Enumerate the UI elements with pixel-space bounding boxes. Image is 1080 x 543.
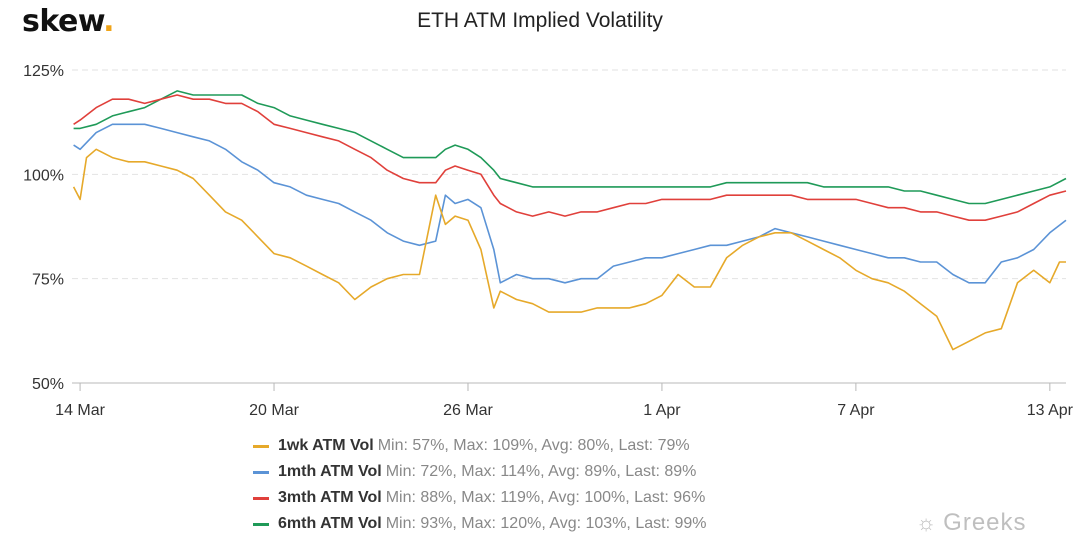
legend-series-name: 6mth ATM Vol (278, 515, 382, 532)
legend-series-stats: Min: 57%, Max: 109%, Avg: 80%, Last: 79% (377, 437, 690, 454)
chart-title: ETH ATM Implied Volatility (417, 9, 663, 32)
legend-item-6mth[interactable]: 6mth ATM Vol Min: 93%, Max: 120%, Avg: 1… (253, 511, 706, 537)
series-line-1wk (72, 148, 1066, 351)
legend-item-1mth[interactable]: 1mth ATM Vol Min: 72%, Max: 114%, Avg: 8… (253, 459, 706, 485)
wechat-icon: ☼ (916, 510, 938, 535)
y-tick-label: 75% (32, 272, 64, 289)
grid-lines (72, 69, 1066, 280)
legend-series-name: 3mth ATM Vol (278, 489, 382, 506)
legend-swatch-3mth (253, 496, 269, 500)
y-tick-label: 125% (23, 63, 64, 80)
series-line-1mth (73, 123, 1067, 284)
legend-item-1wk[interactable]: 1wk ATM Vol Min: 57%, Max: 109%, Avg: 80… (253, 433, 706, 459)
series-lines (72, 90, 1067, 351)
series-line-6mth (73, 90, 1067, 205)
watermark: ☼ Greeks (916, 509, 1027, 537)
y-tick-label: 50% (32, 376, 64, 393)
legend-series-name: 1mth ATM Vol (278, 463, 382, 480)
x-tick-label: 7 Apr (837, 402, 875, 419)
logo-dot: . (103, 4, 115, 39)
legend-swatch-6mth (253, 522, 269, 526)
legend-series-stats: Min: 72%, Max: 114%, Avg: 89%, Last: 89% (385, 463, 697, 480)
logo-text: skew (22, 4, 104, 39)
legend-item-3mth[interactable]: 3mth ATM Vol Min: 88%, Max: 119%, Avg: 1… (253, 485, 706, 511)
legend-swatch-1mth (253, 470, 269, 474)
legend-series-name: 1wk ATM Vol (278, 437, 374, 454)
x-tick-label: 26 Mar (443, 402, 493, 419)
skew-logo: skew. (22, 4, 115, 39)
y-axis-ticks: 50% 75% 100% 125% (23, 63, 64, 393)
series-line-3mth (73, 94, 1067, 221)
y-tick-label: 100% (23, 167, 64, 184)
x-axis-ticks: 14 Mar 20 Mar 26 Mar 1 Apr 7 Apr 13 Apr (55, 383, 1074, 419)
legend-series-stats: Min: 93%, Max: 120%, Avg: 103%, Last: 99… (385, 515, 707, 532)
x-tick-label: 20 Mar (249, 402, 299, 419)
x-tick-label: 13 Apr (1027, 402, 1074, 419)
watermark-text: Greeks (943, 509, 1027, 536)
legend-series-stats: Min: 88%, Max: 119%, Avg: 100%, Last: 96… (385, 489, 706, 506)
x-tick-label: 1 Apr (643, 402, 681, 419)
x-tick-label: 14 Mar (55, 402, 105, 419)
legend-swatch-1wk (253, 444, 269, 448)
chart-legend: 1wk ATM Vol Min: 57%, Max: 109%, Avg: 80… (253, 433, 706, 537)
